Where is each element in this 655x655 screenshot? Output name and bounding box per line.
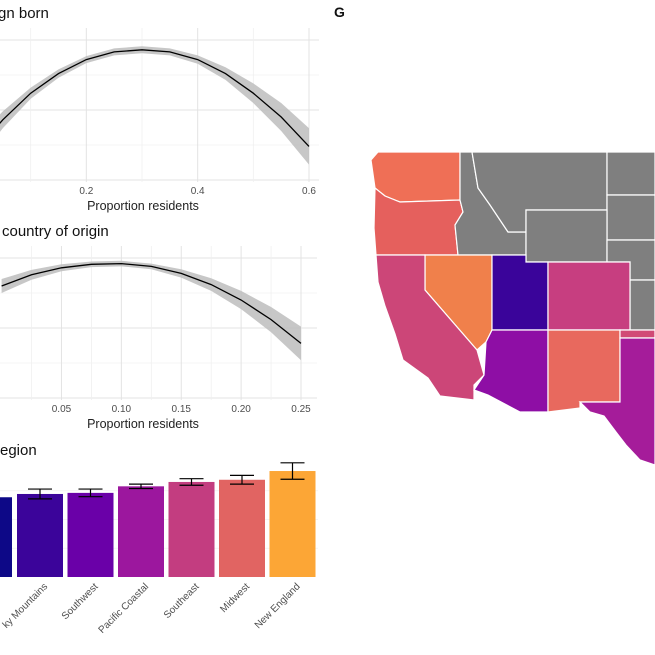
state-utah — [491, 254, 549, 331]
x-tick-label: 0.20 — [231, 404, 251, 415]
state-california — [375, 254, 485, 401]
state-oklahoma — [619, 329, 655, 339]
x-tick-label: ky Mountains — [1, 581, 50, 630]
x-tick-label: 0.10 — [112, 404, 132, 415]
x-tick-label: New England — [253, 581, 303, 631]
state-kansas — [629, 279, 655, 331]
x-tick-label: 0.05 — [52, 404, 72, 415]
bar — [67, 492, 114, 577]
bar — [118, 486, 164, 577]
confidence-band — [0, 46, 309, 165]
fit-line — [1, 262, 302, 344]
panel-title: gn born — [0, 5, 49, 22]
x-tick-label: 0.15 — [172, 404, 192, 415]
us-map — [370, 151, 655, 466]
state-south-dakota — [606, 194, 655, 241]
state-colorado — [547, 261, 631, 331]
x-axis-label: Proportion residents — [87, 199, 199, 213]
panel-letter: G — [334, 4, 345, 20]
state-wyoming — [525, 209, 608, 263]
state-new-mexico — [547, 329, 621, 413]
fit-line — [0, 49, 310, 147]
state-texas — [578, 337, 655, 466]
x-axis-label: Proportion residents — [87, 417, 199, 431]
confidence-band — [1, 260, 301, 361]
state-north-dakota — [606, 151, 655, 196]
x-tick-label: Southwest — [60, 581, 101, 622]
panel-foreign-born: gn born 0.2 0.4 0.6 Proportion residents — [0, 5, 319, 213]
x-tick-label: 0.25 — [291, 404, 311, 415]
x-tick-label: 0.6 — [302, 186, 316, 197]
x-tick-label: 0.2 — [79, 186, 93, 197]
x-tick-label: Pacific Coastal — [97, 581, 152, 636]
x-tick-label: Midwest — [218, 581, 252, 615]
bar-partial — [0, 497, 12, 577]
panel-title: country of origin — [2, 223, 109, 240]
bar — [17, 493, 63, 577]
state-washington — [370, 151, 461, 203]
x-tick-label: 0.4 — [191, 186, 205, 197]
panel-title: egion — [0, 442, 37, 459]
panel-country-of-origin: country of origin 0.05 0.10 0.15 0.20 0.25 P… — [0, 223, 317, 431]
bar — [269, 471, 316, 577]
x-tick-label: Southeast — [162, 581, 202, 621]
bar — [219, 479, 265, 577]
bar — [168, 481, 215, 577]
